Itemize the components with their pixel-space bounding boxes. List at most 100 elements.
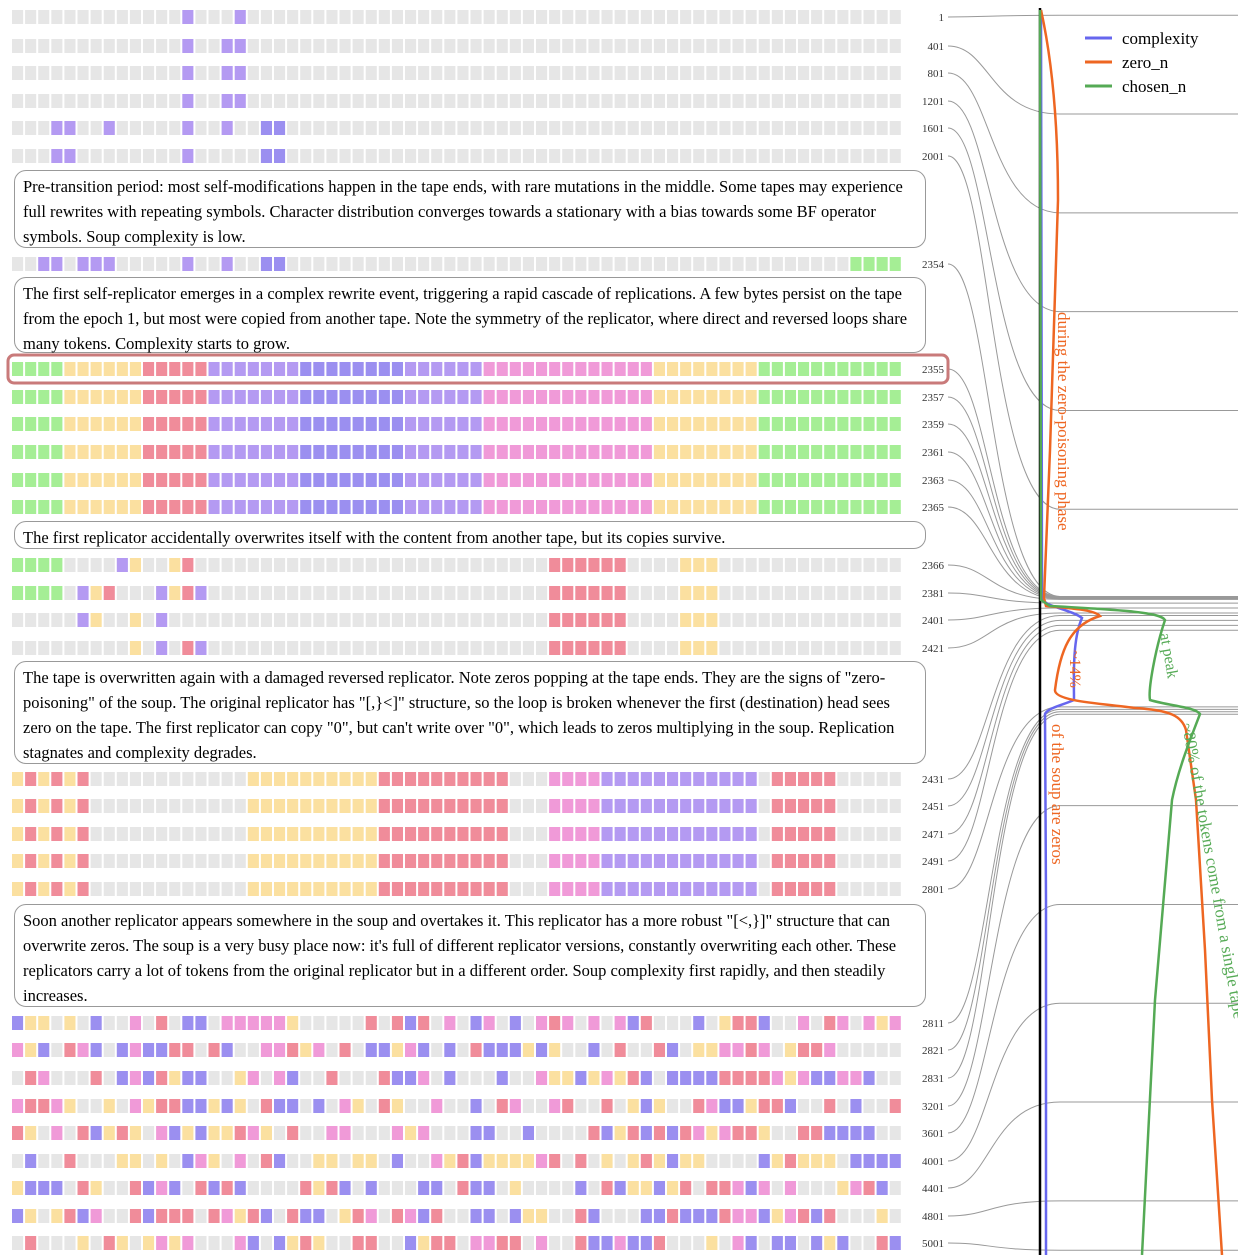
- tape-cell: [129, 1236, 141, 1250]
- tape-cell: [693, 10, 705, 24]
- epoch-connector: [947, 612, 1238, 649]
- tape-cell: [352, 854, 364, 868]
- tape-cell: [876, 149, 888, 163]
- tape-cell: [326, 473, 338, 487]
- tape-cell: [143, 1126, 155, 1140]
- tape-cell: [667, 445, 679, 459]
- tape-cell: [378, 1043, 390, 1057]
- tape-cell: [850, 10, 862, 24]
- epoch-connector: [947, 903, 1238, 1134]
- tape-cell: [365, 1099, 377, 1113]
- tape-cell: [234, 1071, 246, 1085]
- tape-cell: [431, 94, 443, 108]
- tape-cell: [863, 445, 875, 459]
- tape-cell: [378, 39, 390, 53]
- tape-cell: [824, 1071, 836, 1085]
- epoch-connector: [947, 14, 1238, 18]
- tape-cell: [12, 500, 24, 514]
- tape-cell: [693, 772, 705, 786]
- tape-cell: [693, 500, 705, 514]
- tape-cell: [627, 882, 639, 896]
- tape-cell: [260, 1154, 272, 1168]
- tape-cell: [509, 362, 521, 376]
- tape-cell: [470, 613, 482, 627]
- tape-cell: [234, 1181, 246, 1195]
- tape-cell: [260, 121, 272, 135]
- tape-cell: [391, 799, 403, 813]
- tape-cell: [522, 390, 534, 404]
- tape-cell: [798, 473, 810, 487]
- tape-cell: [706, 149, 718, 163]
- tape-cell: [863, 1236, 875, 1250]
- tape-cell: [601, 558, 613, 572]
- tape-cell: [549, 772, 561, 786]
- tape-cell: [680, 772, 692, 786]
- tape-cell: [274, 1016, 286, 1030]
- tape-cell: [25, 94, 37, 108]
- tape-cell: [64, 1209, 76, 1223]
- tape-cell: [798, 362, 810, 376]
- tape-cell: [12, 121, 24, 135]
- tape-cell: [339, 390, 351, 404]
- tape-cell: [365, 390, 377, 404]
- tape-cell: [444, 1209, 456, 1223]
- tape-cell: [418, 1154, 430, 1168]
- tape-cell: [339, 641, 351, 655]
- tape-cell: [824, 10, 836, 24]
- tape-cell: [418, 586, 430, 600]
- tape-cell: [771, 94, 783, 108]
- tape-cell: [326, 257, 338, 271]
- tape-cell: [601, 1099, 613, 1113]
- tape-cell: [706, 1016, 718, 1030]
- tape-cell: [575, 445, 587, 459]
- epoch-label: 2381: [922, 588, 944, 600]
- tape-cell: [444, 558, 456, 572]
- tape-cell: [339, 613, 351, 627]
- tape-cell: [208, 39, 220, 53]
- tape-cell: [156, 1043, 168, 1057]
- tape-cell: [601, 390, 613, 404]
- tape-cell: [798, 641, 810, 655]
- tape-cell: [365, 613, 377, 627]
- tape-cell: [850, 799, 862, 813]
- tape-cell: [496, 1016, 508, 1030]
- tape-cell: [12, 613, 24, 627]
- tape-cell: [522, 94, 534, 108]
- tape-cell: [483, 417, 495, 431]
- tape-cell: [64, 121, 76, 135]
- tape-cell: [811, 473, 823, 487]
- tape-cell: [719, 1071, 731, 1085]
- tape-cell: [143, 882, 155, 896]
- tape-cell: [260, 799, 272, 813]
- tape-cell: [509, 473, 521, 487]
- tape-cell: [850, 390, 862, 404]
- tape-cell: [653, 39, 665, 53]
- tape-cell: [876, 1154, 888, 1168]
- tape-cell: [627, 1126, 639, 1140]
- tape-cell: [208, 799, 220, 813]
- tape-cell: [326, 827, 338, 841]
- tape-cell: [339, 1236, 351, 1250]
- tape-cell: [195, 1209, 207, 1223]
- tape-cell: [38, 500, 50, 514]
- tape-cell: [837, 1181, 849, 1195]
- tape-cell: [300, 827, 312, 841]
- tape-cell: [116, 586, 128, 600]
- tape-cell: [653, 1071, 665, 1085]
- tape-cell: [889, 500, 901, 514]
- tape-cell: [444, 772, 456, 786]
- tape-cell: [758, 827, 770, 841]
- tape-cell: [378, 10, 390, 24]
- tape-cell: [129, 1154, 141, 1168]
- tape-cell: [483, 149, 495, 163]
- tape-cell: [129, 121, 141, 135]
- tape-cell: [234, 500, 246, 514]
- tape-cell: [247, 799, 259, 813]
- tape-cell: [745, 613, 757, 627]
- tape-cell: [732, 827, 744, 841]
- tape-cell: [667, 799, 679, 813]
- tape-cell: [300, 1016, 312, 1030]
- tape-cell: [274, 586, 286, 600]
- tape-cell: [365, 1126, 377, 1140]
- tape-cell: [732, 1181, 744, 1195]
